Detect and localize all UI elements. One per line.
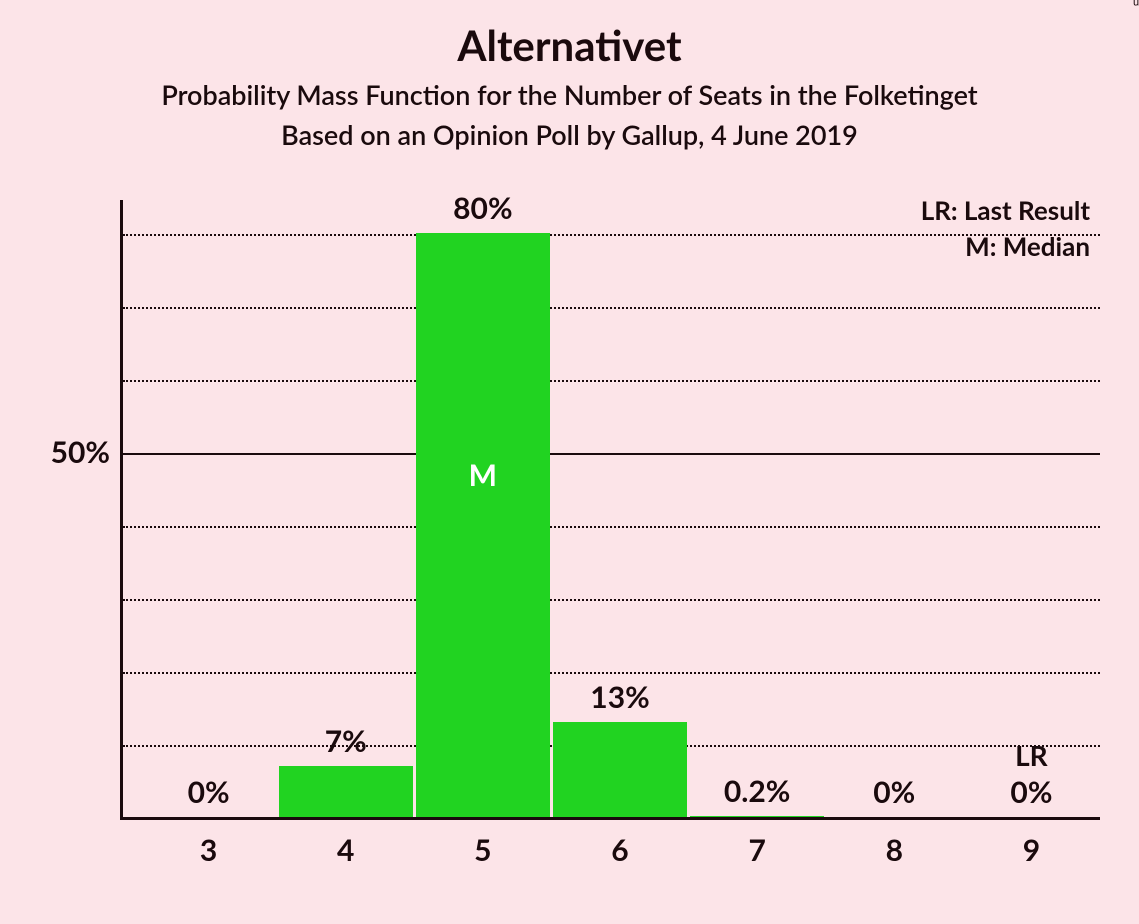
chart-plot-area: LR: Last Result M: Median 50%0%37%4M80%5… <box>120 200 1100 820</box>
legend-last-result: LR: Last Result <box>921 194 1090 226</box>
bar-value-label: 0% <box>1010 774 1052 810</box>
bar-value-label: 0% <box>188 774 230 810</box>
bar-value-label: 7% <box>325 723 367 759</box>
bar <box>279 766 413 817</box>
bar <box>553 722 687 817</box>
x-axis-tick: 5 <box>474 832 491 868</box>
copyright-text: © 2019 Filip van Laenen <box>1133 0 1139 10</box>
chart-subtitle2: Based on an Opinion Poll by Gallup, 4 Ju… <box>0 118 1139 151</box>
gridline <box>123 453 1100 455</box>
chart-subtitle: Probability Mass Function for the Number… <box>0 78 1139 111</box>
bar <box>690 816 824 817</box>
y-axis-label-50: 50% <box>30 434 110 470</box>
x-axis-tick: 6 <box>611 832 628 868</box>
x-axis-tick: 7 <box>748 832 765 868</box>
x-axis-tick: 3 <box>200 832 217 868</box>
last-result-marker: LR <box>1015 738 1048 772</box>
gridline <box>123 380 1100 382</box>
x-axis-tick: 8 <box>886 832 903 868</box>
chart-title: Alternativet <box>0 20 1139 70</box>
gridline <box>123 234 1100 236</box>
gridline <box>123 307 1100 309</box>
x-axis-tick: 4 <box>337 832 354 868</box>
y-axis <box>120 200 123 820</box>
x-axis <box>120 817 1100 820</box>
gridline <box>123 526 1100 528</box>
bar <box>416 233 550 817</box>
bar-value-label: 13% <box>590 679 649 715</box>
bar-value-label: 0.2% <box>724 773 791 809</box>
bar-value-label: 0% <box>873 774 915 810</box>
gridline <box>123 599 1100 601</box>
gridline <box>123 672 1100 674</box>
median-marker: M <box>469 457 497 493</box>
x-axis-tick: 9 <box>1023 832 1040 868</box>
bar-value-label: 80% <box>453 190 512 226</box>
